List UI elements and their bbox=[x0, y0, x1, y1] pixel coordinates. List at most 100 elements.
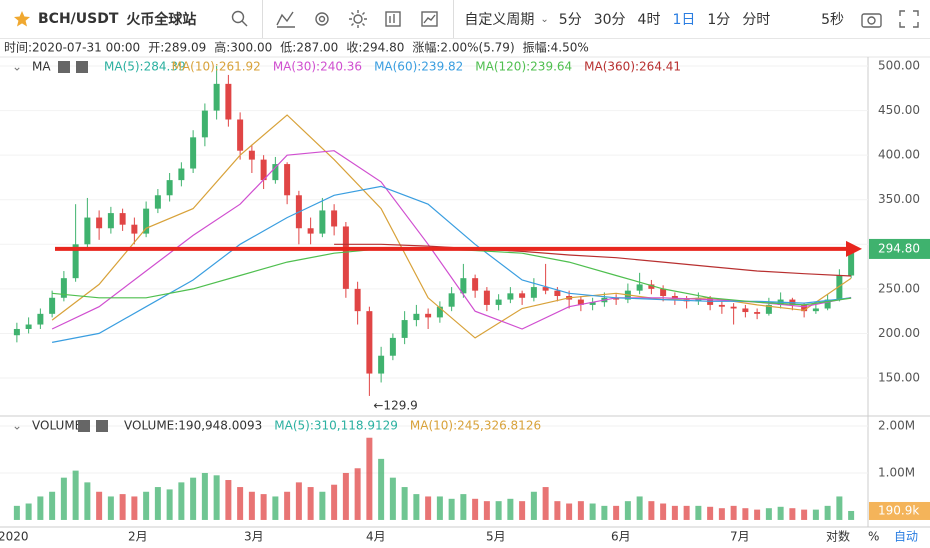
volume-bar bbox=[566, 503, 573, 520]
volume-bar bbox=[671, 505, 678, 520]
candle-body bbox=[154, 195, 161, 209]
layout-icon[interactable] bbox=[383, 9, 405, 29]
volume-bar bbox=[284, 491, 291, 520]
axis-button[interactable]: 对数 bbox=[826, 529, 850, 544]
y-tick-label: 200.00 bbox=[878, 326, 920, 340]
volume-bar bbox=[342, 472, 349, 520]
current-price: 294.80 bbox=[878, 241, 920, 255]
candle-body bbox=[237, 119, 244, 151]
settings-icon[interactable] bbox=[311, 9, 333, 29]
volume-bar bbox=[272, 496, 279, 520]
period-button[interactable]: 1分 bbox=[707, 12, 731, 28]
candle-body bbox=[389, 337, 396, 356]
candle-body bbox=[730, 306, 737, 309]
low-annotation: ←129.9 bbox=[373, 398, 417, 412]
candle-body bbox=[483, 290, 490, 305]
volume-bar bbox=[166, 489, 173, 520]
period-button[interactable]: 4时 bbox=[637, 12, 661, 28]
volume-bar bbox=[707, 506, 714, 520]
star-icon[interactable] bbox=[12, 9, 32, 29]
indicator-name: MA bbox=[32, 60, 51, 74]
y-tick-label: 250.00 bbox=[878, 281, 920, 295]
screenshot-icon[interactable] bbox=[860, 9, 884, 29]
volume-bar bbox=[436, 496, 443, 520]
legend-toggle[interactable]: ⌄ bbox=[12, 419, 22, 433]
volume-bar bbox=[331, 484, 338, 520]
volume-bar bbox=[378, 458, 385, 520]
candle-body bbox=[718, 304, 725, 307]
candle-body bbox=[507, 293, 514, 300]
period-button[interactable]: 30分 bbox=[593, 12, 626, 28]
volume-bar bbox=[154, 487, 161, 520]
close-button[interactable] bbox=[76, 61, 88, 73]
close-button[interactable] bbox=[96, 420, 108, 432]
volume-bar bbox=[96, 491, 103, 520]
candle-body bbox=[284, 164, 291, 196]
y-tick-label: 1.00M bbox=[878, 465, 915, 479]
symbol[interactable]: BCH/USDT bbox=[38, 11, 119, 27]
volume-legend: MA(5):310,118.9129 bbox=[274, 419, 398, 433]
volume-bar bbox=[554, 501, 561, 520]
price-label-bg bbox=[869, 238, 930, 259]
candle-body bbox=[495, 299, 502, 305]
toolbar: BCH/USDT 火币全球站 自定义周期 ⌄ 5分 30分 4时 1日 1分 分时 5秒 bbox=[0, 0, 930, 39]
volume-bar bbox=[836, 496, 843, 520]
volume-bar bbox=[49, 491, 56, 520]
search-icon[interactable] bbox=[230, 9, 250, 29]
volume-bar bbox=[354, 468, 361, 520]
settings-button[interactable] bbox=[58, 61, 70, 73]
legend-toggle[interactable]: ⌄ bbox=[12, 60, 22, 74]
volume-bar bbox=[765, 508, 772, 520]
volume-label-bg bbox=[869, 501, 930, 520]
x-tick-label: 5月 bbox=[486, 530, 506, 544]
theme-icon[interactable] bbox=[347, 9, 369, 29]
info-item: 低:287.00 bbox=[280, 41, 338, 55]
candle-body bbox=[166, 180, 173, 196]
axis-button[interactable]: % bbox=[868, 530, 879, 544]
draw-icon[interactable] bbox=[419, 9, 441, 29]
ma-line bbox=[334, 243, 852, 277]
candle-body bbox=[366, 311, 373, 374]
ma-legend: MA(5):284.39 bbox=[104, 60, 186, 74]
period-button[interactable]: 5分 bbox=[558, 12, 582, 28]
candle-body bbox=[754, 312, 761, 314]
x-tick-label: 4月 bbox=[366, 530, 386, 544]
candle-body bbox=[848, 248, 855, 276]
volume-bar bbox=[472, 498, 479, 520]
volume-bar bbox=[37, 496, 44, 520]
y-tick-label: 350.00 bbox=[878, 192, 920, 206]
volume-bar bbox=[143, 491, 150, 520]
fullscreen-icon[interactable] bbox=[898, 9, 920, 29]
period-button[interactable]: 分时 bbox=[742, 12, 771, 28]
custom-period[interactable]: 自定义周期 bbox=[464, 12, 535, 28]
candle-body bbox=[801, 304, 808, 312]
x-tick-label: 2020 bbox=[0, 530, 29, 544]
volume-bar bbox=[848, 510, 855, 520]
volume-bar bbox=[519, 501, 526, 520]
volume-bar bbox=[483, 501, 490, 520]
volume-bar bbox=[812, 509, 819, 520]
volume-bar bbox=[801, 509, 808, 520]
candle-body bbox=[589, 302, 596, 305]
candle-body bbox=[60, 278, 67, 298]
volume-bar bbox=[60, 477, 67, 520]
indicator-icon[interactable] bbox=[275, 9, 297, 29]
candle-body bbox=[448, 293, 455, 307]
candle-body bbox=[84, 217, 91, 245]
refresh-rate[interactable]: 5秒 bbox=[821, 12, 844, 28]
settings-button[interactable] bbox=[78, 420, 90, 432]
candle-body bbox=[143, 208, 150, 234]
volume-bar bbox=[730, 505, 737, 520]
y-tick-label: 150.00 bbox=[878, 371, 920, 385]
volume-bar bbox=[295, 482, 302, 520]
volume-bar bbox=[72, 470, 79, 520]
x-tick-label: 2月 bbox=[128, 530, 148, 544]
volume-bar bbox=[131, 496, 138, 520]
volume-bar bbox=[25, 503, 32, 520]
axis-button[interactable]: 自动 bbox=[894, 530, 918, 544]
volume-bar bbox=[683, 505, 690, 520]
period-button[interactable]: 1日 bbox=[672, 12, 696, 28]
candle-body bbox=[542, 287, 549, 291]
volume-bar bbox=[695, 505, 702, 520]
ma-legend: MA(360):264.41 bbox=[584, 60, 681, 74]
